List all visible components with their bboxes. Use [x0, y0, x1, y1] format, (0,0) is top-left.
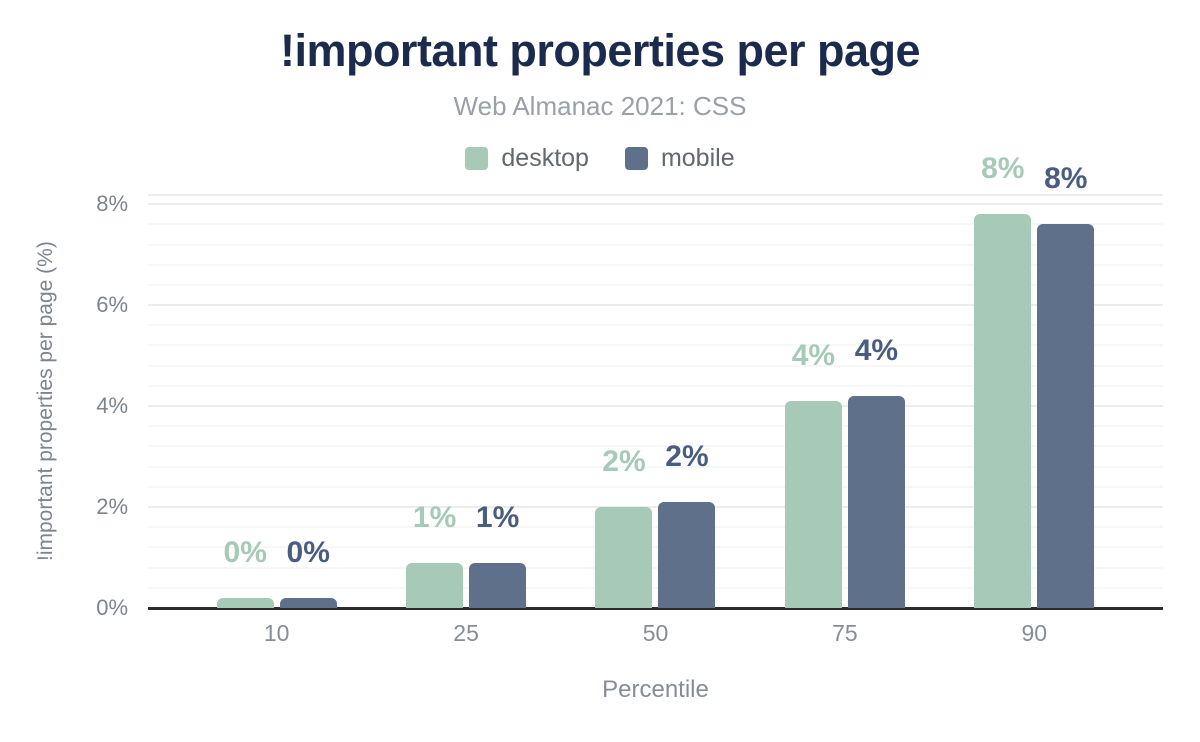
gridline — [148, 223, 1163, 226]
bar-value-label-mobile: 2% — [665, 439, 709, 473]
bar-desktop — [974, 214, 1032, 608]
x-tick-label: 50 — [642, 620, 669, 646]
gridline — [148, 586, 1163, 589]
bar-value-label-mobile: 0% — [286, 535, 330, 569]
gridline — [148, 425, 1163, 428]
x-axis-line — [148, 607, 1163, 610]
bar-desktop — [216, 597, 274, 608]
gridline — [148, 485, 1163, 488]
category-group: 1% 1% 25 — [371, 194, 560, 646]
plot-top-line — [148, 194, 1163, 196]
gridline — [148, 364, 1163, 367]
bar-desktop — [595, 507, 653, 608]
gridline — [148, 324, 1163, 327]
bar-value-label-mobile: 8% — [1044, 162, 1088, 196]
bar-mobile — [469, 562, 527, 608]
y-axis-title: !important properties per page (%) — [34, 241, 57, 561]
x-tick-label: 10 — [263, 620, 290, 646]
y-tick-label: 0% — [96, 595, 128, 620]
bar-mobile — [1037, 224, 1095, 608]
legend-label-desktop: desktop — [501, 144, 589, 172]
chart-title: !important properties per page — [279, 25, 921, 76]
bar-value-label-mobile: 1% — [475, 500, 520, 534]
gridline — [148, 566, 1163, 569]
legend-item-desktop: desktop — [465, 144, 589, 173]
category-group: 0% 0% 10 — [182, 194, 371, 646]
y-tick-label: 2% — [96, 494, 128, 520]
plot-area: 0% 2% 4% 6% 8% 0% 0% 10 1% 1% 25 2% 2% 50 4% 4% 75 8% 8% 90 — [96, 154, 1163, 646]
gridline — [148, 506, 1163, 509]
category-group: 2% 2% 50 — [561, 194, 750, 646]
gridline — [148, 405, 1163, 408]
mobile-swatch-icon — [624, 147, 648, 170]
gridline — [148, 445, 1163, 448]
desktop-swatch-icon — [465, 147, 489, 170]
bar-value-label-desktop: 1% — [412, 500, 457, 534]
bar-value-label-desktop: 0% — [223, 535, 267, 569]
gridline — [148, 344, 1163, 347]
gridline — [148, 384, 1163, 387]
y-tick-label: 6% — [96, 292, 128, 318]
gridline — [148, 243, 1163, 246]
chart-subtitle: Web Almanac 2021: CSS — [453, 91, 747, 121]
legend-label-mobile: mobile — [660, 144, 735, 172]
bar-desktop — [406, 562, 464, 608]
x-tick-label: 90 — [1021, 620, 1048, 646]
gridline — [148, 465, 1163, 468]
bar-value-label-desktop: 4% — [791, 339, 836, 372]
bar-value-label-desktop: 2% — [602, 445, 646, 479]
gridline — [148, 526, 1163, 529]
bar-mobile — [279, 597, 337, 608]
legend: desktop mobile — [0, 144, 1200, 173]
category-group: 8% 8% 90 — [940, 154, 1129, 646]
gridline — [148, 283, 1163, 286]
x-tick-label: 25 — [453, 620, 479, 646]
x-tick-label: 75 — [832, 620, 858, 646]
legend-item-mobile: mobile — [624, 144, 735, 173]
y-tick-label: 8% — [96, 191, 128, 217]
bar-mobile — [847, 395, 905, 608]
bar-value-label-mobile: 4% — [854, 333, 899, 367]
bar-value-label-desktop: 8% — [981, 152, 1025, 186]
x-axis-title: Percentile — [602, 676, 709, 703]
y-tick-label: 4% — [96, 393, 128, 419]
gridline — [148, 203, 1163, 206]
gridline — [148, 263, 1163, 266]
bar-mobile — [658, 501, 716, 608]
category-group: 4% 4% 75 — [750, 194, 939, 646]
gridline — [148, 304, 1163, 307]
gridline — [148, 546, 1163, 549]
bar-desktop — [784, 401, 842, 608]
